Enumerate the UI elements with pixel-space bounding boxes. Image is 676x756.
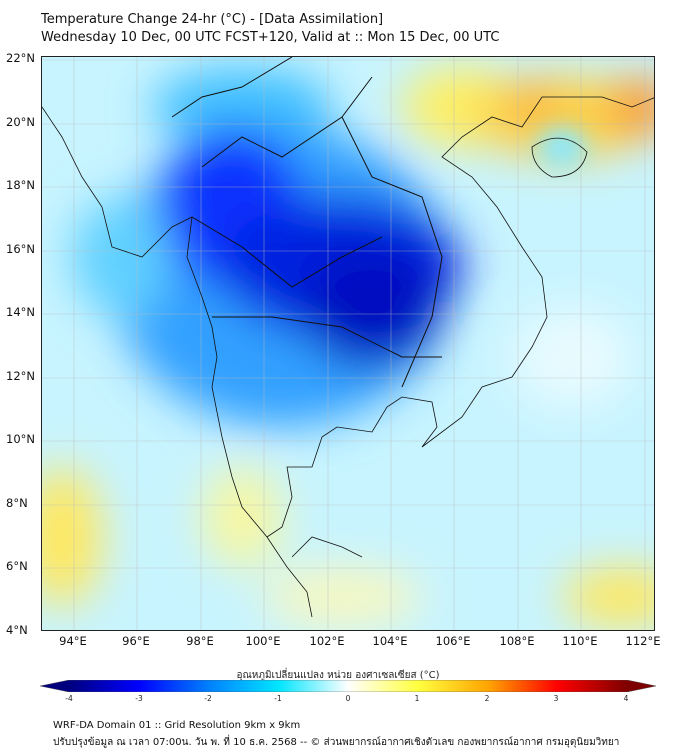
- colorbar-tick: -4: [65, 694, 73, 703]
- colorbar: [40, 680, 656, 692]
- lat-tick: 12°N: [6, 369, 35, 383]
- colorbar-tick: 0: [345, 694, 351, 703]
- lon-tick: 106°E: [435, 634, 471, 648]
- colorbar-tick: -2: [204, 694, 212, 703]
- temperature-map: [41, 56, 655, 631]
- lat-tick: 20°N: [6, 115, 35, 129]
- footer-model-info: WRF-DA Domain 01 :: Grid Resolution 9km …: [53, 720, 301, 731]
- lat-tick: 22°N: [6, 51, 35, 65]
- lon-tick: 96°E: [122, 634, 150, 648]
- chart-subtitle: Wednesday 10 Dec, 00 UTC FCST+120, Valid…: [41, 30, 500, 45]
- lon-tick: 94°E: [59, 634, 87, 648]
- colorbar-tick: 3: [553, 694, 559, 703]
- lon-tick: 104°E: [372, 634, 408, 648]
- footer-credit: ปรับปรุงข้อมูล ณ เวลา 07:00น. วัน พ. ที่…: [53, 737, 620, 748]
- colorbar-label: อุณหภูมิเปลี่ยนแปลง หน่วย องศาเซลเซียส (…: [236, 670, 440, 681]
- lon-tick: 112°E: [625, 634, 661, 648]
- colorbar-tick: 2: [484, 694, 490, 703]
- lat-tick: 16°N: [6, 242, 35, 256]
- lat-tick: 8°N: [6, 496, 28, 510]
- chart-title: Temperature Change 24-hr (°C) - [Data As…: [41, 12, 384, 27]
- colorbar-tick: -1: [274, 694, 282, 703]
- colorbar-tick: 1: [414, 694, 420, 703]
- lon-tick: 110°E: [562, 634, 598, 648]
- lat-tick: 18°N: [6, 178, 35, 192]
- colorbar-tick: 4: [623, 694, 629, 703]
- lon-tick: 108°E: [499, 634, 535, 648]
- lon-tick: 98°E: [186, 634, 214, 648]
- lon-tick: 102°E: [309, 634, 345, 648]
- lon-tick: 100°E: [245, 634, 281, 648]
- country-borders: [171, 57, 443, 388]
- lat-tick: 14°N: [6, 305, 35, 319]
- colorbar-tick: -3: [135, 694, 143, 703]
- coastline: [42, 96, 654, 618]
- lat-tick: 10°N: [6, 432, 35, 446]
- lat-tick: 4°N: [6, 623, 28, 637]
- lat-tick: 6°N: [6, 559, 28, 573]
